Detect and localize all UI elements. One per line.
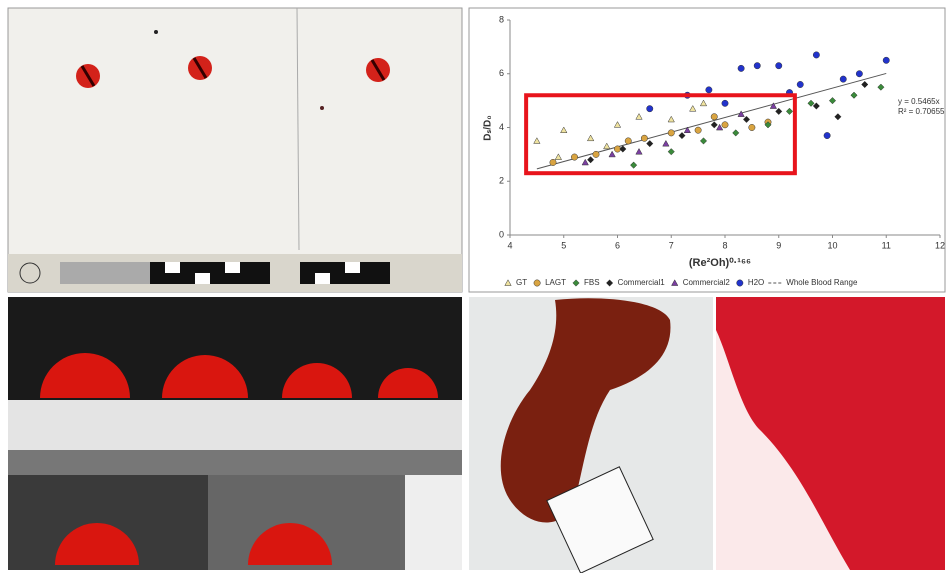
point	[571, 154, 577, 160]
photo-drops-side	[8, 297, 462, 570]
point	[593, 151, 599, 157]
photo-pools	[469, 297, 945, 573]
legend-label: FBS	[584, 278, 600, 287]
x-tick-label: 6	[615, 240, 620, 250]
legend-label: H2O	[748, 278, 764, 287]
x-tick-label: 4	[507, 240, 512, 250]
x-tick-label: 7	[669, 240, 674, 250]
y-tick-label: 0	[499, 229, 504, 239]
point	[883, 57, 889, 63]
x-tick-label: 9	[776, 240, 781, 250]
y-tick-label: 6	[499, 68, 504, 78]
annotation: R² = 0.70655	[898, 107, 945, 116]
point	[840, 76, 846, 82]
figure: Dₛ/D₀ (Re²Oh)⁰·¹⁶⁶ 4 5 6 7 8 9 10 11 12 0 2 4 6 8 y = …	[0, 0, 951, 573]
x-tick-label: 10	[827, 240, 837, 250]
chart-panel	[469, 8, 945, 292]
legend-label: Commercial1	[618, 278, 666, 287]
point	[856, 71, 862, 77]
annotation: y = 0.5465x	[898, 97, 940, 106]
point	[738, 65, 744, 71]
point	[668, 130, 674, 136]
legend-marker	[737, 280, 743, 286]
page: Dₛ/D₀ (Re²Oh)⁰·¹⁶⁶ 4 5 6 7 8 9 10 11 12 0 2 4 6 8 y = …	[0, 0, 951, 573]
legend-label: Commercial2	[683, 278, 731, 287]
point	[625, 138, 631, 144]
point	[797, 81, 803, 87]
point	[824, 132, 830, 138]
x-tick-label: 11	[882, 240, 891, 250]
photo-drops-top	[8, 8, 462, 292]
point	[711, 114, 717, 120]
point	[550, 159, 556, 165]
x-axis-label: (Re²Oh)⁰·¹⁶⁶	[689, 257, 751, 269]
x-tick-label: 5	[561, 240, 566, 250]
point	[813, 52, 819, 58]
point	[754, 62, 760, 68]
y-tick-label: 2	[499, 176, 504, 186]
point	[776, 62, 782, 68]
legend-label: Whole Blood Range	[786, 278, 858, 287]
point	[695, 127, 701, 133]
point	[706, 87, 712, 93]
point	[749, 124, 755, 130]
x-tick-label: 8	[722, 240, 727, 250]
legend-label: LAGT	[545, 278, 566, 287]
point	[722, 100, 728, 106]
legend-label: GT	[516, 278, 527, 287]
y-tick-label: 8	[499, 14, 504, 24]
point	[641, 135, 647, 141]
point	[647, 105, 653, 111]
point	[722, 122, 728, 128]
legend-marker	[534, 280, 540, 286]
y-tick-label: 4	[499, 122, 504, 132]
y-axis-label: Dₛ/D₀	[483, 115, 494, 140]
x-tick-label: 12	[935, 240, 945, 250]
